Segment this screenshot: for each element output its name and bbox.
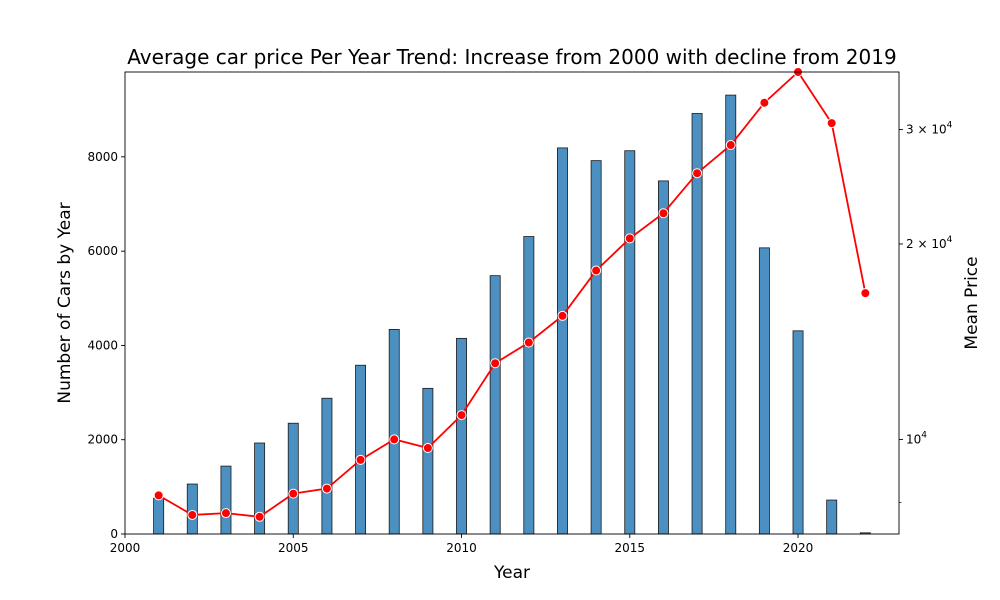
bar-2019	[758, 247, 770, 535]
line-point-2003	[220, 508, 231, 519]
y2-tick-exponent: 4	[947, 121, 953, 131]
line-point-2022	[860, 288, 871, 299]
bar-2015	[624, 150, 636, 535]
bar-2011	[489, 275, 501, 535]
bar-2020	[792, 330, 804, 535]
bar-2016	[657, 180, 669, 535]
line-point-2012	[523, 337, 534, 348]
bar-2010	[456, 337, 467, 535]
bar-2009	[422, 387, 434, 535]
y-tick-label-8000: 8000	[87, 150, 118, 164]
line-point-2016	[658, 208, 669, 219]
bar-2003	[220, 465, 232, 535]
bar-2021	[826, 499, 838, 535]
bar-2018	[725, 94, 737, 535]
bar-2001	[153, 497, 165, 535]
line-point-2009	[422, 442, 433, 453]
y2-axis-label: Mean Price	[962, 256, 982, 349]
line-point-2015	[624, 233, 635, 244]
line-point-2007	[355, 454, 366, 465]
plot-frame	[124, 71, 900, 535]
line-point-2005	[288, 488, 299, 499]
y2-tick-label-20000: 2 × 104	[906, 235, 953, 251]
y-tick-label-6000: 6000	[87, 244, 118, 258]
line-point-2004	[254, 511, 265, 522]
x-tick-label-2000: 2000	[110, 541, 141, 555]
bar-2005	[287, 422, 299, 535]
y2-tick-exponent: 4	[921, 430, 927, 440]
chart-title: Average car price Per Year Trend: Increa…	[127, 45, 896, 69]
x-axis-label: Year	[493, 563, 530, 583]
line-point-2010	[456, 410, 467, 421]
line-point-2011	[490, 358, 501, 369]
bar-series	[153, 94, 871, 535]
line-point-2019	[759, 97, 770, 108]
bar-2014	[590, 160, 602, 535]
y-tick-label-0: 0	[110, 527, 118, 541]
y-axis-label: Number of Cars by Year	[55, 202, 75, 403]
y2-tick-exponent: 4	[947, 235, 953, 245]
x-tick-label-2015: 2015	[615, 541, 646, 555]
line-point-2008	[389, 434, 400, 445]
x-tick-label-2010: 2010	[446, 541, 477, 555]
bar-2007	[355, 364, 367, 535]
line-point-2018	[725, 140, 736, 151]
line-point-2017	[692, 168, 703, 179]
line-point-2014	[591, 265, 602, 276]
bar-2002	[186, 483, 198, 535]
y2-tick-label-30000: 3 × 104	[906, 121, 953, 137]
x-tick-label-2005: 2005	[278, 541, 309, 555]
line-point-2001	[153, 490, 164, 501]
line-point-2002	[187, 509, 198, 520]
axes: 2000 2005 2010 2015 202002000400060008000104…	[87, 71, 953, 555]
bar-2012	[523, 236, 535, 535]
line-point-2006	[321, 483, 332, 494]
line-point-2013	[557, 310, 568, 321]
mean-price-line	[158, 70, 867, 518]
line-point-2021	[826, 118, 837, 129]
y-tick-label-2000: 2000	[87, 433, 118, 447]
x-tick-label-2020: 2020	[783, 541, 814, 555]
bar-2006	[321, 397, 333, 535]
y-tick-label-4000: 4000	[87, 338, 118, 352]
line-series	[153, 67, 871, 522]
bar-2013	[557, 147, 568, 535]
bar-2008	[388, 328, 400, 535]
y2-tick-label-10000: 104	[906, 430, 927, 446]
